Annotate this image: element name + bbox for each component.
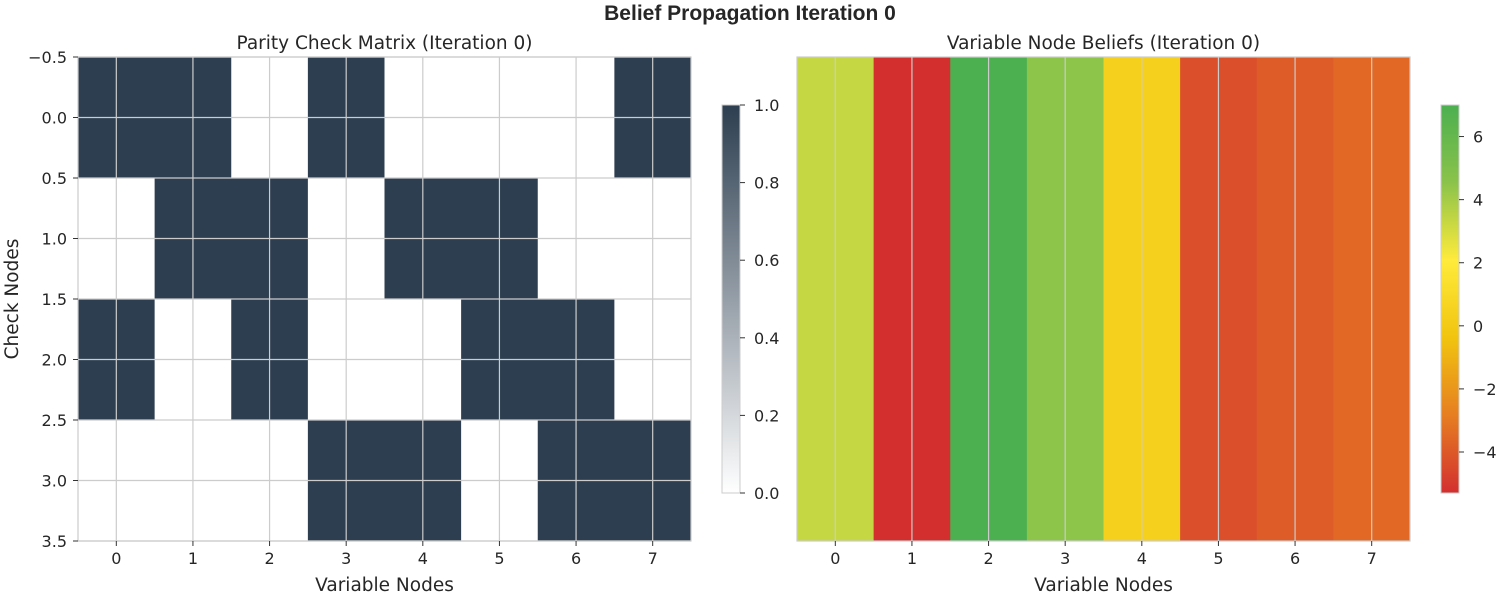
- colorbar-tick-label: 6: [1473, 128, 1483, 147]
- beliefs-colorbar-ticks: −4 −2 0 2 4 6: [1459, 128, 1497, 462]
- y-tick-label: 1.5: [42, 290, 67, 309]
- colorbar-tick-label: 0.2: [754, 406, 779, 425]
- beliefs-title: Variable Node Beliefs (Iteration 0): [947, 33, 1260, 54]
- parity-matrix-y-ticks: −0.5 0.0 0.5 1.0 1.5 2.0 2.5 3.0 3.5: [28, 48, 78, 551]
- y-tick-label: 0.5: [42, 169, 67, 188]
- x-tick-label: 7: [1367, 549, 1377, 568]
- x-tick-label: 4: [1137, 549, 1147, 568]
- x-tick-label: 2: [983, 549, 993, 568]
- y-tick-label: −0.5: [28, 48, 67, 67]
- x-tick-label: 0: [111, 549, 121, 568]
- colorbar-tick-label: 0.0: [754, 484, 779, 503]
- x-tick-label: 6: [1290, 549, 1300, 568]
- y-tick-label: 3.5: [42, 532, 67, 551]
- beliefs-colorbar: [1440, 104, 1460, 494]
- parity-colorbar-ticks: 0.0 0.2 0.4 0.6 0.8 1.0: [740, 96, 779, 503]
- parity-matrix-y-label: Check Nodes: [2, 239, 23, 360]
- x-tick-label: 3: [1060, 549, 1070, 568]
- y-tick-label: 1.0: [42, 230, 67, 249]
- parity-colorbar: [721, 104, 741, 494]
- colorbar-tick-label: 1.0: [754, 96, 779, 115]
- beliefs-frame: [796, 56, 1411, 542]
- x-tick-label: 4: [418, 549, 428, 568]
- x-tick-label: 1: [907, 549, 917, 568]
- y-tick-label: 2.5: [42, 411, 67, 430]
- colorbar-tick-label: 4: [1473, 191, 1483, 210]
- x-tick-label: 7: [648, 549, 658, 568]
- x-tick-label: 6: [571, 549, 581, 568]
- x-tick-label: 1: [188, 549, 198, 568]
- colorbar-tick-label: 0.8: [754, 174, 779, 193]
- x-tick-label: 5: [494, 549, 504, 568]
- parity-matrix-title: Parity Check Matrix (Iteration 0): [237, 33, 533, 54]
- colorbar-tick-label: −4: [1473, 443, 1497, 462]
- figure-title: Belief Propagation Iteration 0: [604, 2, 896, 25]
- colorbar-tick-label: −2: [1473, 380, 1497, 399]
- beliefs-x-label: Variable Nodes: [1034, 575, 1173, 596]
- x-tick-label: 0: [830, 549, 840, 568]
- beliefs-x-ticks: 0 1 2 3 4 5 6 7: [830, 541, 1377, 568]
- parity-matrix-x-ticks: 0 1 2 3 4 5 6 7: [111, 541, 658, 568]
- y-tick-label: 2.0: [42, 351, 67, 370]
- colorbar-tick-label: 2: [1473, 254, 1483, 273]
- y-tick-label: 3.0: [42, 472, 67, 491]
- colorbar-tick-label: 0: [1473, 317, 1483, 336]
- colorbar-tick-label: 0.6: [754, 251, 779, 270]
- parity-matrix-x-label: Variable Nodes: [315, 575, 454, 596]
- beliefs-cells: [797, 57, 1411, 541]
- y-tick-label: 0.0: [42, 109, 67, 128]
- x-tick-label: 2: [264, 549, 274, 568]
- x-tick-label: 3: [341, 549, 351, 568]
- x-tick-label: 5: [1213, 549, 1223, 568]
- colorbar-tick-label: 0.4: [754, 329, 779, 348]
- beliefs-grid: [834, 57, 1373, 541]
